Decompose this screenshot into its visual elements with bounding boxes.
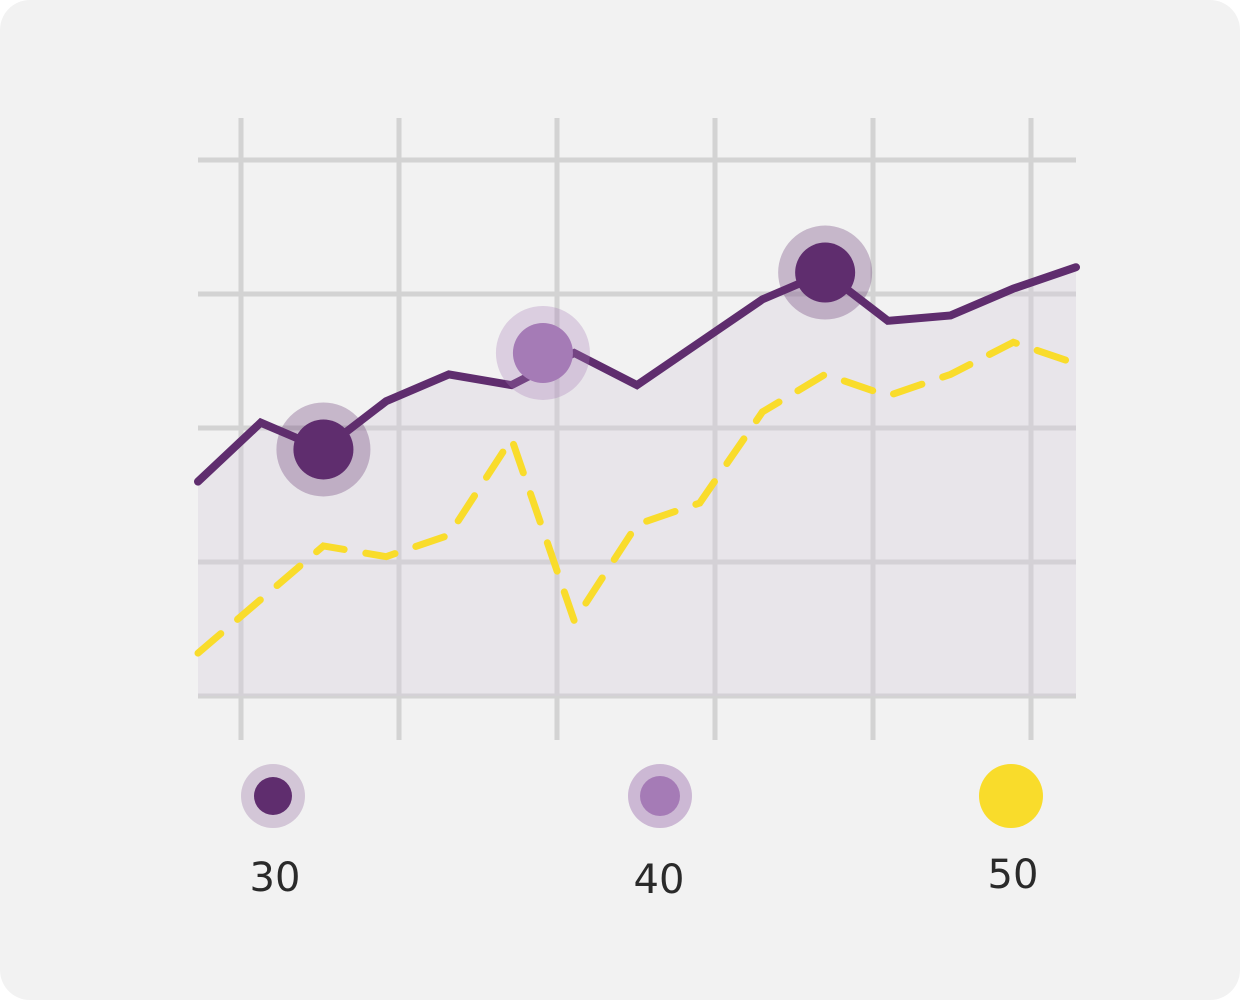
- series-2-line: [194, 338, 1080, 657]
- highlight-point-1: [293, 419, 354, 480]
- legend-item-3: 50: [979, 764, 1043, 898]
- series-1-area: [198, 267, 1076, 696]
- legend-marker-3: [979, 764, 1043, 828]
- area-fill: [198, 267, 1076, 696]
- legend-label-3: 50: [988, 852, 1039, 898]
- legend-item-2: 40: [628, 764, 692, 903]
- legend-label-2: 40: [634, 857, 685, 903]
- highlight-points: [276, 225, 873, 497]
- highlight-point-2: [512, 322, 573, 383]
- legend-item-1: 30: [241, 764, 305, 901]
- legend-marker-1: [254, 777, 292, 815]
- highlight-point-3: [795, 242, 856, 303]
- legend-label-1: 30: [250, 855, 301, 901]
- legend-marker-2: [640, 776, 680, 816]
- legend: 30 40 50: [241, 764, 1043, 903]
